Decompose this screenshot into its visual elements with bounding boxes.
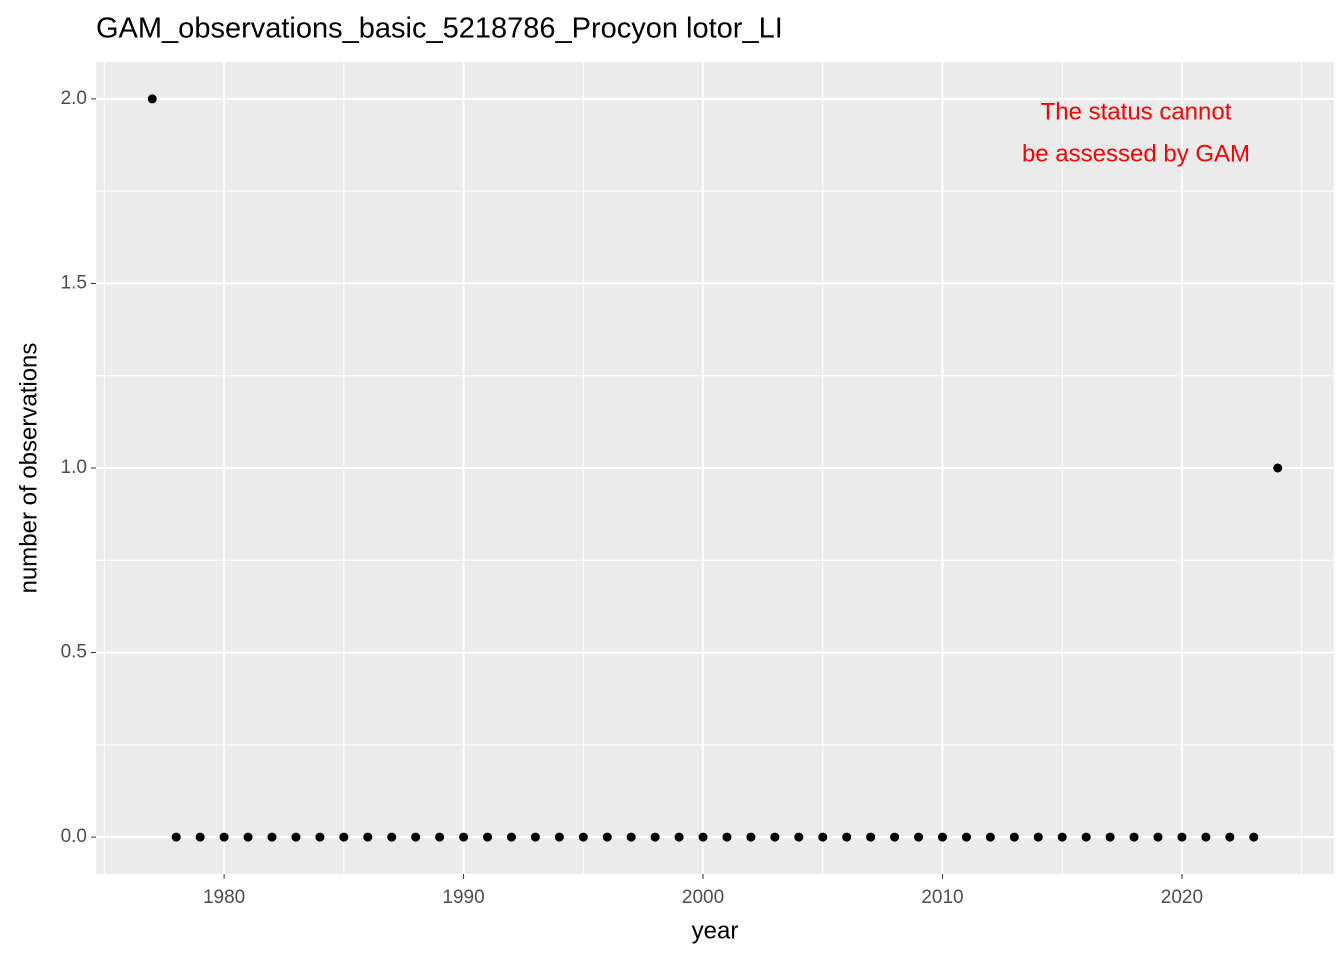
point (1105, 832, 1115, 842)
y-tick-label: 1.0 (61, 457, 87, 478)
point (1057, 832, 1067, 842)
point (722, 832, 732, 842)
point (147, 94, 157, 104)
point (1249, 832, 1259, 842)
point (602, 832, 612, 842)
point (770, 832, 780, 842)
point (746, 832, 756, 842)
chart-title: GAM_observations_basic_5218786_Procyon l… (96, 13, 783, 45)
y-tick-label: 1.5 (61, 272, 87, 293)
point (554, 832, 564, 842)
x-tick-label: 2010 (921, 887, 963, 908)
point (1009, 832, 1019, 842)
point (435, 832, 445, 842)
point (411, 832, 421, 842)
annotation: be assessed by GAM (1022, 140, 1250, 167)
point (890, 832, 900, 842)
point (626, 832, 636, 842)
y-axis-label: number of observations (15, 343, 42, 594)
point (818, 832, 828, 842)
point (339, 832, 349, 842)
point (363, 832, 373, 842)
x-axis-label: year (692, 917, 739, 944)
point (1129, 832, 1139, 842)
x-tick-label: 1990 (442, 887, 484, 908)
point (1225, 832, 1235, 842)
x-tick-label: 2020 (1161, 887, 1203, 908)
point (650, 832, 660, 842)
point (1081, 832, 1091, 842)
point (842, 832, 852, 842)
point (1153, 832, 1163, 842)
point (1177, 832, 1187, 842)
x-tick-label: 2000 (682, 887, 724, 908)
point (674, 832, 684, 842)
point (1273, 463, 1283, 473)
point (866, 832, 876, 842)
point (530, 832, 540, 842)
y-tick-label: 0.5 (61, 642, 87, 663)
point (937, 832, 947, 842)
point (315, 832, 325, 842)
point (794, 832, 804, 842)
point (171, 832, 181, 842)
point (243, 832, 253, 842)
point (1033, 832, 1043, 842)
annotation: The status cannot (1041, 98, 1232, 125)
point (985, 832, 995, 842)
point (578, 832, 588, 842)
point (1201, 832, 1211, 842)
y-tick-label: 0.0 (61, 826, 87, 847)
point (387, 832, 397, 842)
x-tick-label: 1980 (203, 887, 245, 908)
point (219, 832, 229, 842)
point (459, 832, 469, 842)
point (267, 832, 277, 842)
point (961, 832, 971, 842)
point (914, 832, 924, 842)
y-tick-label: 2.0 (61, 88, 87, 109)
point (483, 832, 493, 842)
point (506, 832, 516, 842)
point (698, 832, 708, 842)
point (291, 832, 301, 842)
point (195, 832, 205, 842)
